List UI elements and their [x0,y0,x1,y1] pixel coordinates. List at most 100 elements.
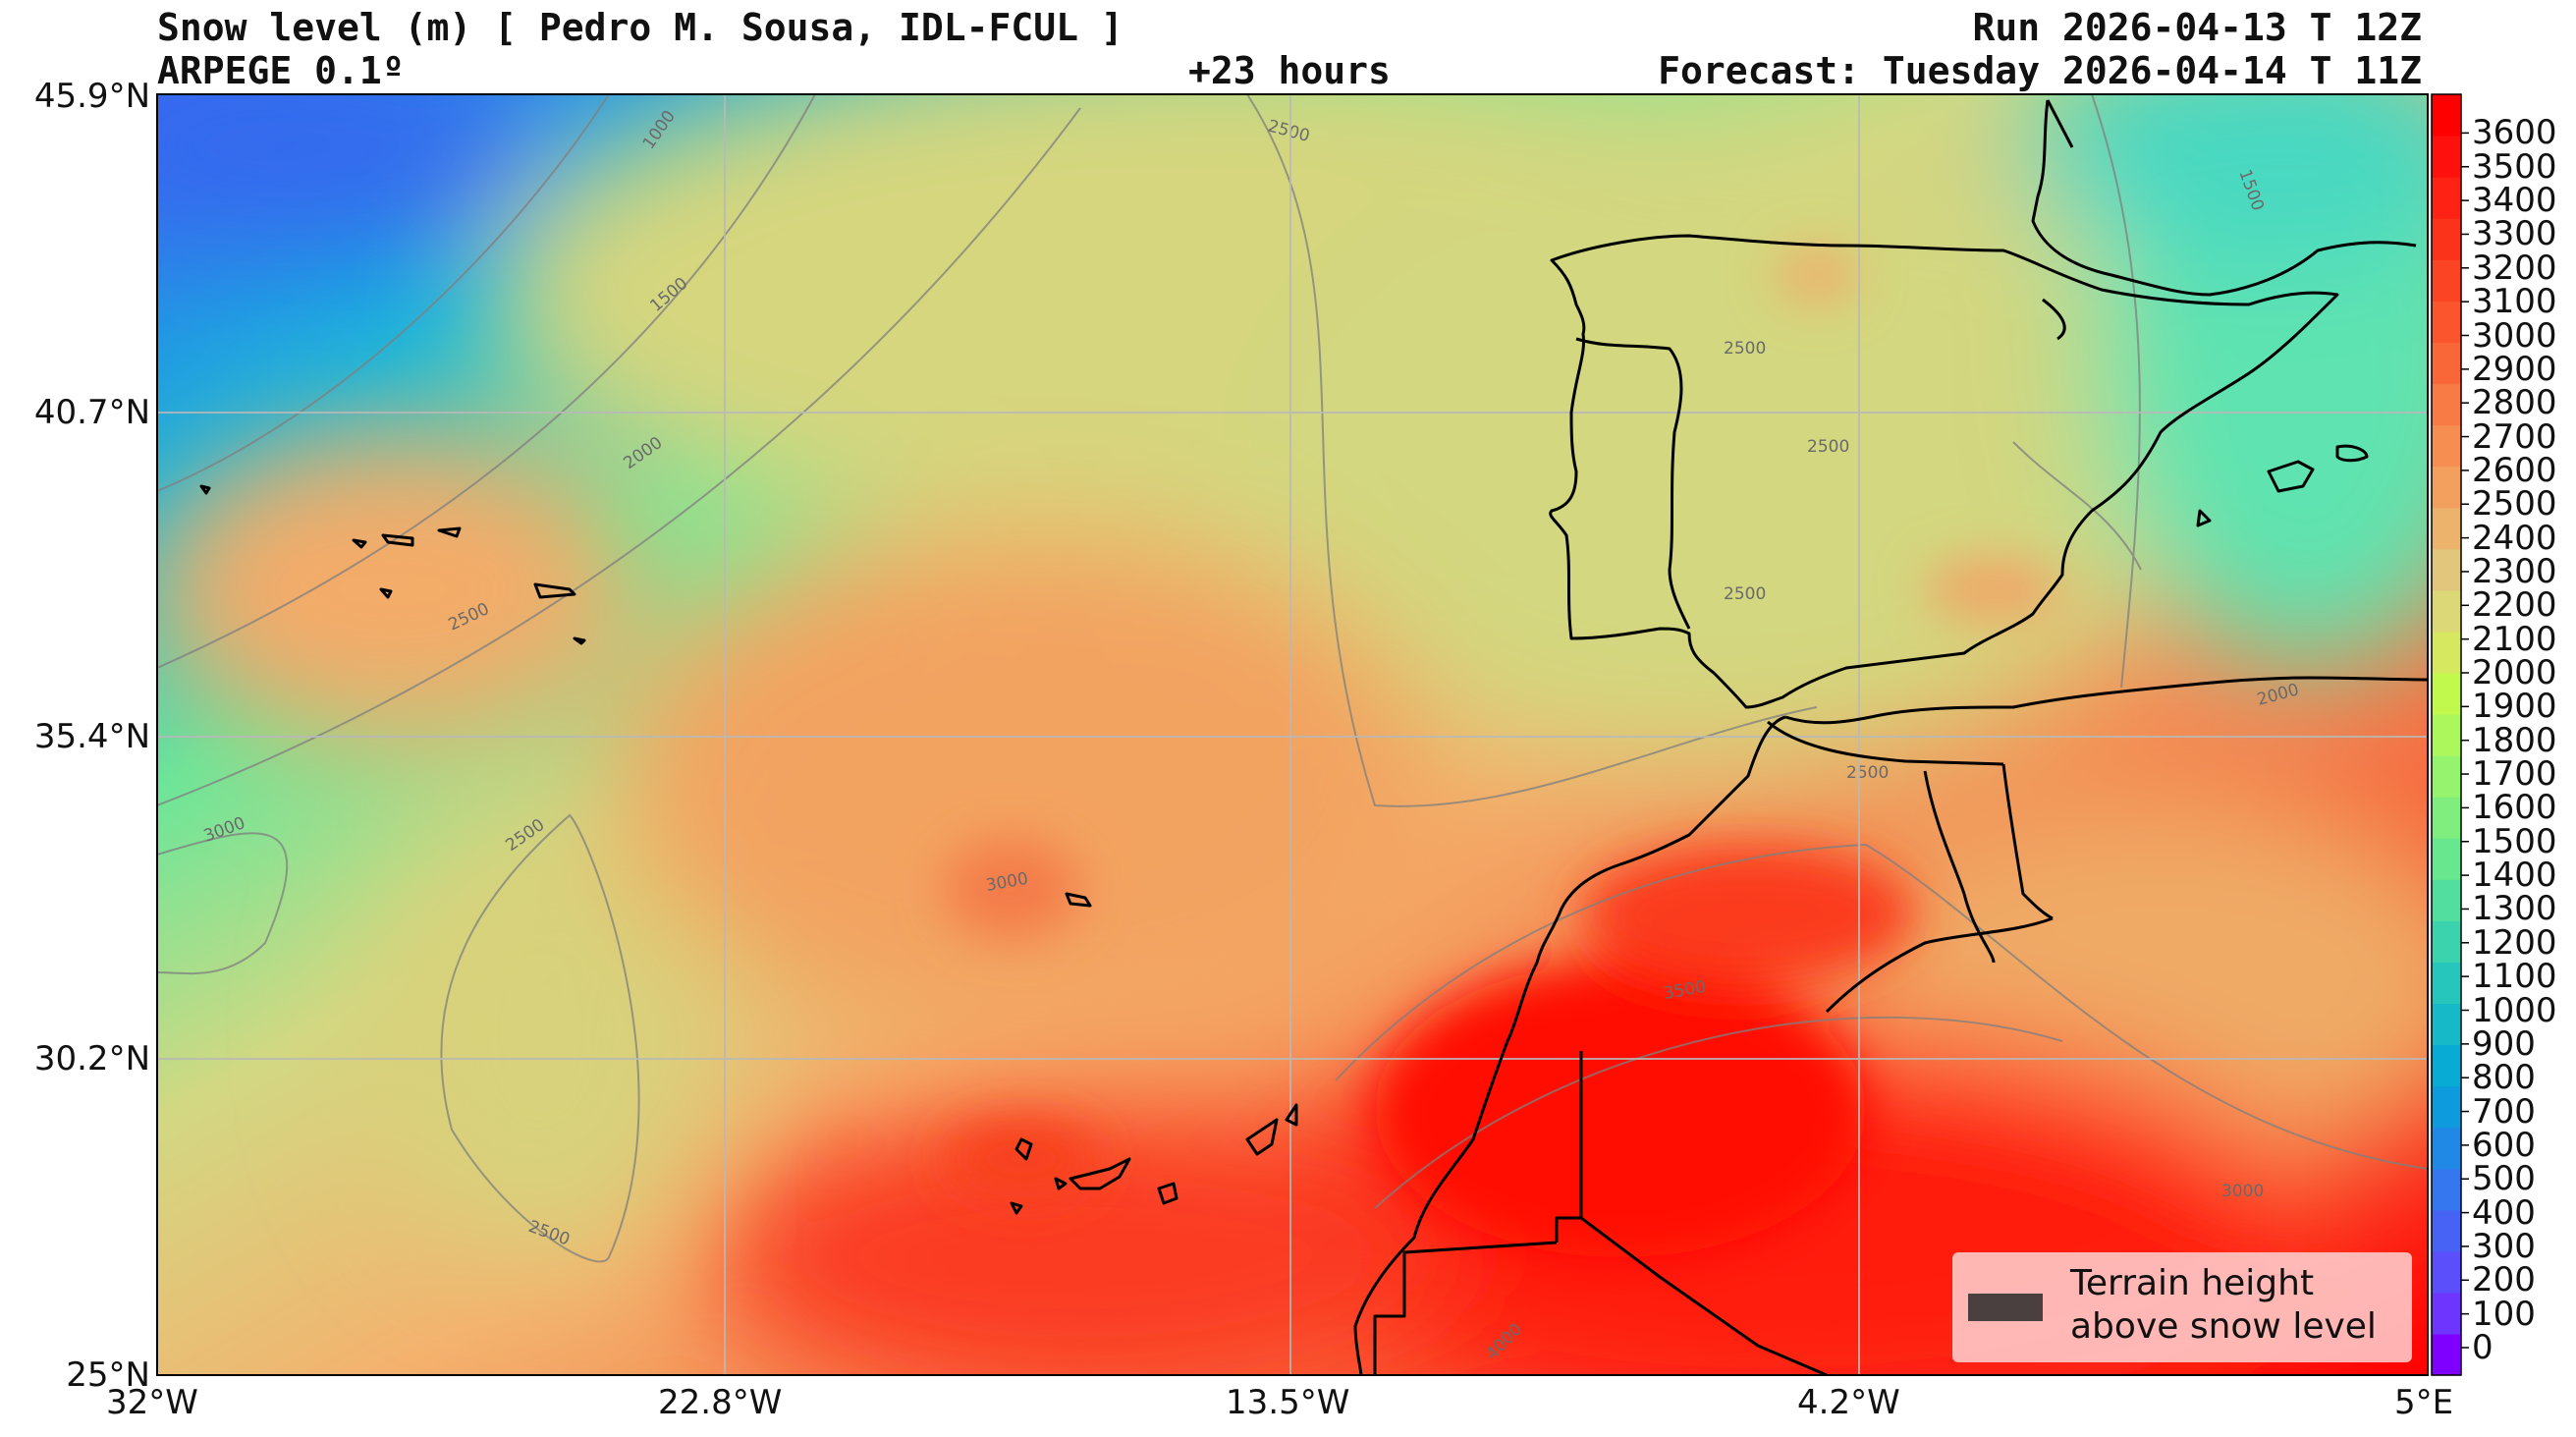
colorbar-label: 700 [2472,1091,2536,1132]
lat-label-25: 25°N [66,1355,150,1395]
colorbar-label: 3600 [2472,113,2557,153]
colorbar-label: 3200 [2472,248,2557,288]
colorbar-band [2432,1250,2461,1294]
legend: Terrain height above snow level [1952,1252,2412,1362]
colorbar [2432,94,2469,1376]
model-label: ARPEGE 0.1º [157,49,405,92]
contour-label: 2500 [1724,584,1766,604]
colorbar-label: 2300 [2472,551,2557,591]
colorbar-label: 2500 [2472,484,2557,525]
colorbar-band [2432,1292,2461,1335]
legend-text: Terrain height above snow level [2070,1262,2377,1349]
lon-label-4.2w: 4.2°W [1797,1383,1900,1422]
lon-label-22.8w: 22.8°W [658,1383,783,1422]
colorbar-label: 3500 [2472,146,2557,187]
colorbar-label: 1800 [2472,720,2557,760]
legend-line-2: above snow level [2070,1306,2377,1347]
colorbar-band [2432,672,2461,715]
lead-time-label: +23 hours [1188,49,1391,92]
colorbar-band [2432,1003,2461,1046]
colorbar-band [2432,631,2461,674]
colorbar-label: 0 [2472,1328,2494,1367]
colorbar-band [2432,136,2461,178]
colorbar-label: 2200 [2472,585,2557,626]
graticule [157,94,2428,1375]
colorbar-band [2432,301,2461,343]
colorbar-band [2432,383,2461,426]
lat-label-40.7: 40.7°N [33,393,150,432]
colorbar-band [2432,218,2461,260]
colorbar-label: 2600 [2472,450,2557,490]
colorbar-label: 200 [2472,1260,2536,1300]
colorbar-band [2432,713,2461,756]
colorbar-band [2432,342,2461,385]
colorbar-band [2432,1209,2461,1252]
lon-label-5e: 5°E [2394,1383,2454,1422]
colorbar-label: 1200 [2472,922,2557,963]
snow-level-field: 1000 1500 1500 2000 2000 2500 2500 2500 … [157,94,2428,1375]
colorbar-band [2432,920,2461,963]
lat-label-35.4: 35.4°N [33,717,150,756]
colorbar-label: 500 [2472,1159,2536,1199]
colorbar-label: 400 [2472,1192,2536,1233]
colorbar-label: 600 [2472,1125,2536,1165]
map-frame [156,93,2429,1376]
colorbar-band [2432,424,2461,468]
lat-label-45.9: 45.9°N [33,77,150,116]
colorbar-band [2432,548,2461,591]
colorbar-label: 2900 [2472,349,2557,389]
map-title: Snow level (m) [ Pedro M. Sousa, IDL-FCU… [157,6,1124,49]
legend-swatch [1968,1294,2043,1321]
colorbar-label: 800 [2472,1058,2536,1098]
colorbar-band [2432,838,2461,880]
coastlines [199,99,2428,1375]
colorbar-label: 1900 [2472,687,2557,727]
colorbar-band [2432,589,2461,633]
contour-label: 3000 [2221,1182,2264,1201]
run-label: Run 2026-04-13 T 12Z [1972,6,2422,49]
colorbar-frame [2431,93,2462,1376]
contour-label: 2500 [1807,437,1849,457]
colorbar-label: 1300 [2472,889,2557,929]
colorbar-band [2432,94,2461,137]
legend-line-1: Terrain height [2070,1263,2315,1303]
colorbar-label: 1500 [2472,821,2557,861]
colorbar-label: 3400 [2472,181,2557,221]
colorbar-label: 3100 [2472,282,2557,322]
colorbar-band [2432,1044,2461,1087]
colorbar-label: 900 [2472,1023,2536,1064]
colorbar-band [2432,1127,2461,1170]
colorbar-label: 1100 [2472,957,2557,997]
colorbar-label: 2400 [2472,518,2557,558]
colorbar-label: 300 [2472,1226,2536,1266]
colorbar-band [2432,755,2461,798]
colorbar-band [2432,797,2461,839]
lat-label-30.2: 30.2°N [33,1039,150,1078]
colorbar-band [2432,879,2461,921]
lon-label-32w: 32°W [106,1383,198,1422]
colorbar-label: 2700 [2472,416,2557,457]
colorbar-band [2432,1085,2461,1129]
contour-label: 2500 [1846,763,1889,783]
colorbar-label: 2800 [2472,383,2557,423]
colorbar-label: 2100 [2472,619,2557,659]
colorbar-band [2432,1168,2461,1211]
colorbar-label: 100 [2472,1294,2536,1334]
colorbar-label: 3300 [2472,214,2557,254]
forecast-label: Forecast: Tuesday 2026-04-14 T 11Z [1658,49,2422,92]
colorbar-band [2432,466,2461,509]
colorbar-band [2432,259,2461,302]
colorbar-label: 1400 [2472,856,2557,896]
colorbar-band [2432,507,2461,550]
colorbar-label: 3000 [2472,315,2557,356]
colorbar-label: 1000 [2472,990,2557,1030]
colorbar-label: 1600 [2472,788,2557,828]
colorbar-band [2432,962,2461,1005]
colorbar-band [2432,177,2461,219]
lon-label-13.5w: 13.5°W [1226,1383,1350,1422]
contour-label: 2500 [1724,339,1766,359]
colorbar-band [2432,1333,2461,1376]
colorbar-label: 1700 [2472,754,2557,795]
colorbar-label: 2000 [2472,653,2557,692]
